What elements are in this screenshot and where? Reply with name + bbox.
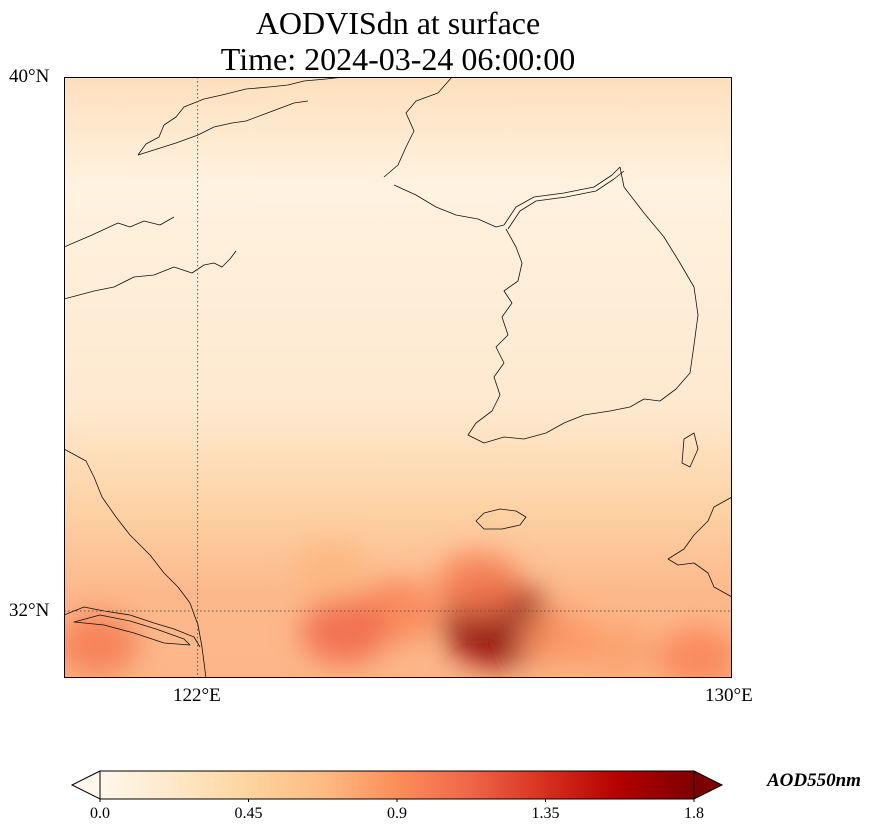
colorbar-tick-label: 0.0	[90, 805, 110, 822]
lon-tick-label: 122°E	[173, 685, 221, 706]
aod-hotspots	[64, 543, 732, 678]
colorbar-tick-label: 1.35	[531, 805, 560, 822]
coastline-north-korea-west	[383, 77, 453, 178]
aod-hotspot	[519, 608, 598, 668]
coastline-jeju	[475, 508, 527, 530]
aod-hotspot	[580, 622, 657, 678]
coastline-japan-kyushu	[667, 496, 732, 598]
colorbar-tick-label: 1.8	[684, 805, 704, 822]
coastline-korea-west	[467, 228, 645, 444]
aod-hotspot	[436, 552, 520, 617]
lon-tick-label: 130°E	[705, 685, 753, 706]
coastline-liaodong	[137, 77, 345, 156]
coastline-chongming	[73, 614, 191, 646]
lat-tick-label: 32°N	[9, 600, 50, 621]
coastline-korea-border	[503, 166, 621, 226]
coastline-north-korea-bay	[393, 184, 505, 228]
coastline-yangtze-estuary	[64, 606, 201, 648]
coastline-korea-border-2	[507, 170, 625, 230]
colorbar-gradient	[99, 770, 695, 800]
map-title-time: Time: 2024-03-24 06:00:00	[220, 41, 576, 77]
map-frame	[64, 77, 732, 678]
colorbar-label: AOD550nm	[767, 770, 861, 791]
colorbar-tick-label: 0.45	[234, 805, 263, 822]
aod-hotspot	[64, 612, 139, 677]
colorbar	[70, 770, 724, 802]
aod-hotspot	[657, 626, 732, 678]
colorbar-tick-label: 0.9	[387, 805, 407, 822]
aod-hotspot	[301, 597, 388, 665]
coastline-shandong	[64, 250, 237, 300]
lat-tick-label: 40°N	[9, 66, 50, 87]
coastline-tsushima	[681, 432, 699, 468]
aod-map	[64, 77, 732, 678]
aod-hotspot	[295, 543, 368, 599]
coastline-liaodong-south	[137, 100, 309, 156]
colorbar-extend-max	[693, 770, 724, 800]
coastline-shandong-north	[64, 216, 175, 248]
map-title-variable: AODVISdn at surface	[255, 5, 541, 41]
aod-background-field	[64, 77, 732, 678]
colorbar-extend-min	[70, 770, 101, 800]
coastline-korea-east	[619, 166, 699, 402]
